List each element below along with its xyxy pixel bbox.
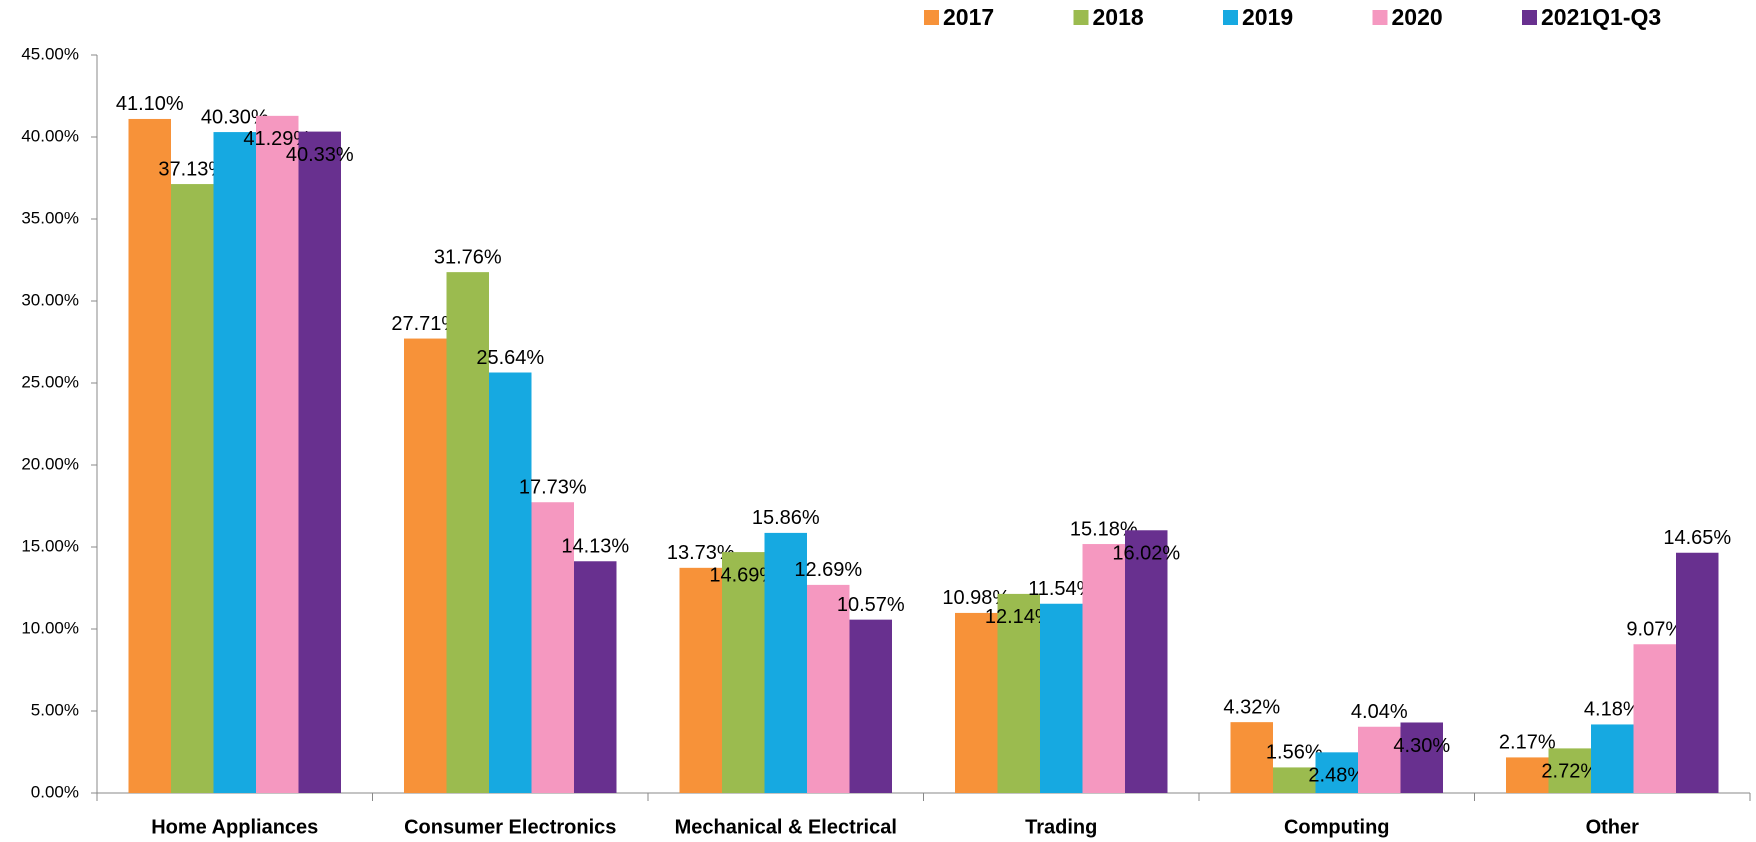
data-label: 25.64% (476, 347, 544, 369)
bar (128, 118, 171, 793)
y-tick-label: 0.00% (31, 782, 79, 801)
data-label: 4.30% (1393, 735, 1450, 757)
data-label: 14.13% (561, 536, 629, 558)
y-tick-label: 40.00% (21, 126, 79, 145)
y-tick-label: 25.00% (21, 372, 79, 391)
y-tick-label: 20.00% (21, 454, 79, 473)
bar (1273, 767, 1316, 793)
x-tick-label: Trading (1025, 816, 1097, 838)
bar (1676, 552, 1719, 793)
data-label: 9.07% (1626, 619, 1683, 641)
bar (849, 619, 892, 793)
bar (1506, 757, 1549, 793)
y-tick-label: 35.00% (21, 208, 79, 227)
y-tick-label: 15.00% (21, 536, 79, 555)
legend-label: 2020 (1392, 4, 1443, 30)
bar (1125, 530, 1168, 793)
legend-swatch (1372, 10, 1388, 25)
bar (1040, 603, 1083, 793)
bar (1591, 724, 1634, 793)
legend-swatch (924, 10, 939, 25)
y-tick-label: 5.00% (31, 700, 79, 719)
legend-swatch (1522, 10, 1537, 25)
bar (1315, 752, 1358, 793)
legend-label: 2019 (1242, 4, 1293, 30)
data-label: 2.17% (1499, 732, 1556, 754)
legend-label: 2017 (943, 4, 994, 30)
legend-label: 2021Q1-Q3 (1541, 4, 1661, 30)
bar (679, 567, 722, 793)
data-label: 31.76% (434, 246, 502, 268)
data-label: 12.69% (794, 559, 862, 581)
bar (1230, 722, 1273, 793)
x-tick-label: Computing (1284, 816, 1390, 838)
bar (722, 552, 765, 793)
data-label: 4.32% (1223, 696, 1280, 718)
data-label: 40.33% (286, 144, 354, 166)
data-label: 4.18% (1584, 699, 1641, 721)
bar (171, 184, 214, 793)
bar (489, 372, 532, 793)
bar (256, 115, 299, 794)
data-label: 13.73% (667, 542, 735, 564)
x-tick-label: Other (1586, 816, 1640, 838)
data-label: 40.30% (201, 106, 269, 128)
data-label: 41.29% (243, 128, 311, 150)
bar (298, 131, 341, 793)
data-label: 10.57% (837, 594, 905, 616)
bar (531, 502, 574, 793)
data-label: 14.65% (1663, 527, 1731, 549)
bar (997, 593, 1040, 793)
data-label: 15.18% (1070, 518, 1138, 540)
y-tick-label: 45.00% (21, 44, 79, 63)
bar (213, 132, 256, 793)
x-tick-label: Mechanical & Electrical (675, 816, 897, 838)
data-label: 41.10% (116, 93, 184, 115)
data-label: 4.04% (1351, 701, 1408, 723)
bar (955, 612, 998, 793)
y-tick-label: 10.00% (21, 618, 79, 637)
legend-swatch (1223, 10, 1238, 25)
data-label: 27.71% (391, 313, 459, 335)
y-tick-label: 30.00% (21, 290, 79, 309)
x-tick-label: Consumer Electronics (404, 816, 616, 838)
data-label: 17.73% (519, 477, 587, 499)
data-label: 37.13% (158, 158, 226, 180)
bar (1082, 544, 1125, 793)
data-label: 10.98% (942, 587, 1010, 609)
data-label: 15.86% (752, 507, 820, 529)
data-label: 11.54% (1028, 578, 1095, 600)
bar (446, 272, 489, 793)
data-label: 16.02% (1112, 543, 1180, 565)
data-label: 2.48% (1308, 765, 1365, 787)
bar (404, 338, 447, 793)
bar (1548, 748, 1591, 793)
data-label: 2.72% (1541, 761, 1598, 783)
bar (574, 561, 617, 793)
bar (807, 584, 850, 793)
legend-swatch (1073, 10, 1089, 25)
bar (1358, 726, 1401, 793)
data-label: 14.69% (709, 564, 777, 586)
data-label: 12.14% (985, 606, 1053, 628)
bar (1400, 722, 1443, 793)
x-tick-label: Home Appliances (151, 816, 318, 838)
bar (764, 532, 807, 793)
data-label: 1.56% (1266, 742, 1323, 764)
bar (1633, 644, 1676, 793)
legend-label: 2018 (1093, 4, 1144, 30)
